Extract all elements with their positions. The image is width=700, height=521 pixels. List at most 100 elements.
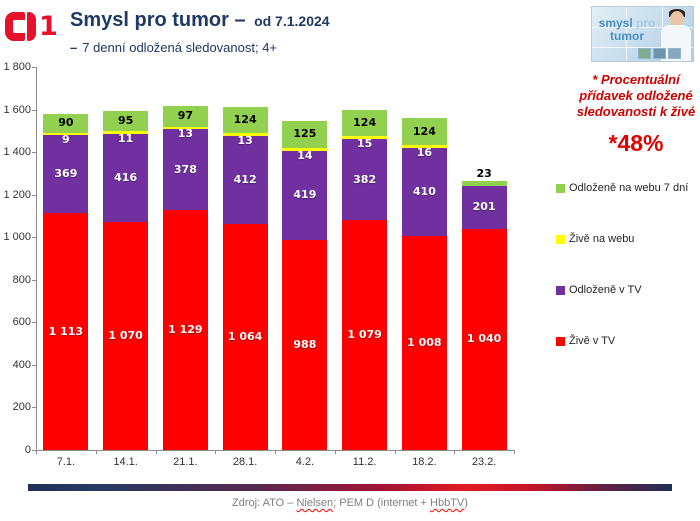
source-text-underlined: Nielsen [296, 497, 334, 509]
legend-swatch-icon [556, 234, 565, 244]
bar-segment [342, 220, 388, 450]
annotation-note: * Procentuální přídavek odložené sledova… [576, 72, 696, 119]
bar-segment-label: 382 [353, 172, 377, 186]
bar-segment-label: 9 [62, 132, 70, 146]
bar-segment [342, 109, 388, 136]
legend-item: Odloženě v TV [556, 284, 642, 296]
y-axis-tick-label: 1 000 [3, 231, 31, 244]
page-subtitle: –7 denní odložená sledovanost; 4+ [70, 40, 330, 55]
legend-item: Odloženě na webu 7 dní [556, 182, 688, 194]
legend-swatch-icon [556, 285, 565, 295]
bar-segment [103, 133, 149, 223]
promo-grid-line [592, 47, 693, 48]
legend-swatch-icon [556, 183, 565, 193]
bar-segment [282, 121, 328, 148]
bar-segment [342, 135, 388, 140]
bar-segment [103, 131, 149, 134]
bar-segment [222, 135, 268, 224]
x-axis-tick [95, 450, 97, 454]
bar-segment-label: 95 [117, 114, 134, 128]
bar-segment-label: 369 [54, 166, 78, 180]
bar-segment-label: 124 [353, 115, 377, 129]
promo-word2: pro [636, 16, 656, 30]
channel-number: 1 [39, 10, 58, 42]
subtitle-text: 7 denní odložená sledovanost; 4+ [82, 40, 278, 55]
promo-image: smysl pro tumor [591, 6, 694, 62]
bar-segment-label: 13 [237, 133, 253, 147]
bar-segment-label: 1 040 [466, 332, 502, 346]
bar-segment [43, 134, 89, 214]
legend-swatch-icon [556, 336, 565, 346]
bar-segment [222, 106, 268, 134]
bar-segment-label: 378 [173, 162, 197, 176]
bar-segment-label: 988 [293, 337, 317, 351]
bar-segment-label: 1 079 [347, 328, 382, 342]
bar-segment-label: 201 [472, 200, 496, 214]
y-axis-tick-label: 200 [12, 401, 31, 414]
bar-segment [461, 181, 507, 186]
bar-segment-label: 1 113 [48, 324, 84, 338]
bar-segment-label: 14 [297, 148, 313, 162]
legend-label: Živě v TV [569, 335, 616, 347]
bar-segment-label: 97 [177, 109, 194, 123]
bar-segment-label: 23 [476, 167, 492, 181]
bar-segment [43, 132, 89, 135]
x-axis-category-label: 7.1. [56, 456, 76, 468]
promo-thumbnail [638, 48, 651, 59]
bar-segment-label: 90 [58, 116, 74, 130]
promo-thumbnail [653, 48, 666, 59]
x-axis-category-label: 23.2. [471, 456, 497, 468]
x-axis-tick [334, 450, 336, 454]
bar-segment-label: 1 129 [168, 322, 203, 336]
ct-logo-bracket-icon [27, 11, 36, 41]
legend-label: Živě na webu [569, 233, 635, 245]
y-axis-tick [32, 67, 36, 68]
bar-segment-label: 11 [117, 131, 134, 145]
promo-word1: smysl [598, 16, 633, 30]
bar-segment [222, 223, 268, 450]
bar-segment [282, 150, 328, 240]
title-block: Smysl pro tumor – od 7.1.2024 –7 denní o… [70, 9, 330, 55]
y-axis-tick-label: 1 400 [3, 146, 31, 159]
ct-logo-screen-icon [5, 11, 25, 41]
y-axis-tick-label: 400 [12, 358, 31, 371]
y-axis-tick [32, 450, 36, 451]
promo-word3: tumor [610, 29, 644, 43]
bar-segment-label: 16 [416, 146, 433, 160]
x-axis-category-label: 28.1. [232, 456, 258, 468]
bar-segment [162, 129, 208, 210]
bar-segment-label: 1 008 [407, 335, 442, 349]
x-axis-tick [155, 450, 157, 454]
x-axis-category-label: 11.2. [352, 456, 377, 468]
y-axis-tick-label: 1 800 [3, 61, 31, 73]
ct1-logo: 1 [5, 11, 58, 41]
bar-segment [461, 185, 507, 229]
y-axis-tick-label: 1 200 [3, 188, 31, 201]
x-axis-category-label: 4.2. [295, 456, 315, 468]
legend-label: Odloženě na webu 7 dní [569, 182, 689, 194]
bar-segment [222, 133, 268, 136]
y-axis-tick [32, 109, 36, 111]
x-axis-category-label: 21.1. [173, 456, 198, 468]
x-axis-tick [275, 450, 276, 454]
bar-segment [401, 148, 447, 236]
bar-segment-label: 1 064 [227, 329, 263, 343]
bar-segment-label: 416 [114, 171, 138, 185]
bar-segment-label: 124 [412, 124, 436, 138]
bar-segment-label: 412 [233, 172, 257, 186]
source-text-part: ) [464, 497, 468, 509]
x-axis-category-label: 14.1. [113, 456, 138, 468]
bar-segment-label: 124 [233, 112, 257, 126]
legend-item: Živě v TV [556, 335, 615, 347]
bar-segment [43, 113, 89, 133]
bar-segment [43, 213, 89, 450]
bar-segment-label: 410 [412, 184, 436, 198]
y-axis-tick [32, 152, 36, 154]
bar-segment [401, 144, 447, 149]
y-axis-tick [32, 194, 36, 196]
source-text-underlined: HbbTV [430, 497, 465, 509]
bar-segment [342, 139, 388, 221]
page-title: Smysl pro tumor – [70, 9, 246, 31]
bar-segment [461, 228, 507, 450]
